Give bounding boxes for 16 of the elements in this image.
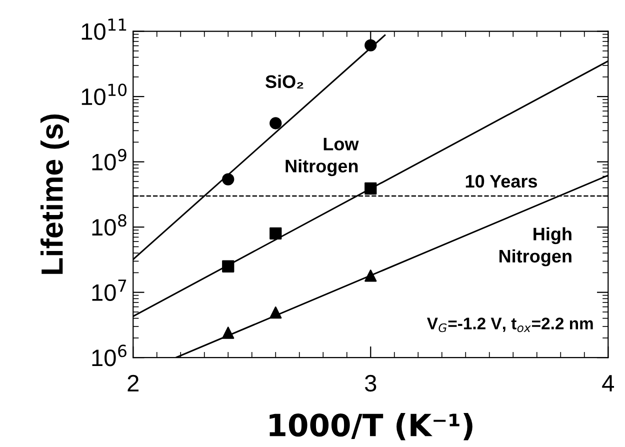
annotation: V$_{G}$=-1.2 V, t$_{ox}$=2.2 nm <box>426 318 593 332</box>
series-label: Low Nitrogen <box>286 138 359 176</box>
ref-line-label: 10 Years <box>466 174 538 188</box>
y-tick-label: 10$^{7}$ <box>92 280 126 301</box>
x-tick-label: 2 <box>128 374 139 392</box>
y-tick-label: 10$^{9}$ <box>92 148 126 170</box>
x-tick-label: 3 <box>364 374 376 392</box>
y-tick-label: 10$^{6}$ <box>92 344 126 366</box>
series-label: SiO₂ <box>266 74 304 88</box>
x-axis-title: 1000/T (K⁻¹) <box>270 412 472 440</box>
y-axis-title: Lifetime (s) <box>40 114 69 274</box>
legend-label: High Nitrogen <box>499 227 572 266</box>
y-tick-label: 10$^{10}$ <box>82 84 127 106</box>
x-tick-label: 4 <box>602 375 614 392</box>
y-tick-label: 10$^{11}$ <box>82 18 126 40</box>
y-tick-label: 10$^{8}$ <box>92 214 126 236</box>
